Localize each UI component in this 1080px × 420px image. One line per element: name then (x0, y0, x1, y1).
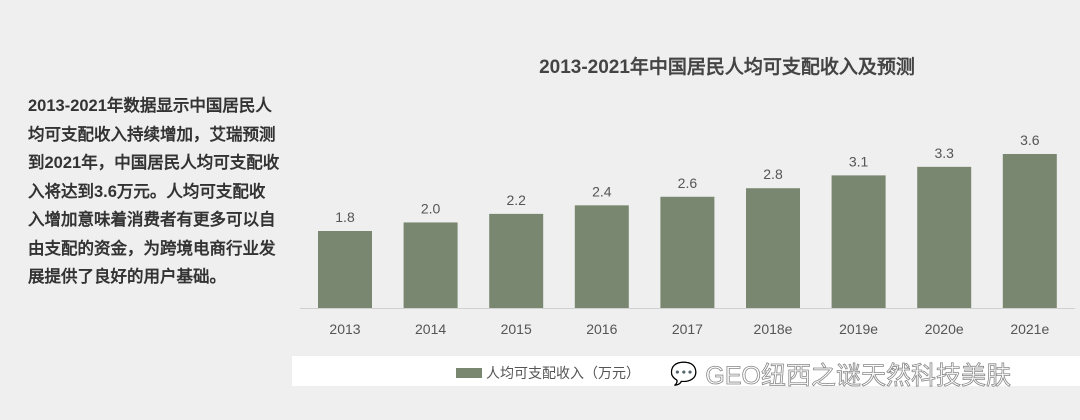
bar-2021e (1002, 154, 1057, 308)
x-tick-label: 2020e (925, 321, 964, 337)
bar-2015 (489, 213, 544, 308)
x-tick-label: 2019e (839, 321, 878, 337)
data-label: 3.6 (1020, 132, 1040, 148)
x-tick-label: 2016 (586, 321, 617, 337)
chart-title: 2013-2021年中国居民人均可支配收入及预测 (539, 57, 915, 78)
x-tick-label: 2018e (754, 321, 793, 337)
x-tick-label: 2017 (672, 321, 703, 337)
bar-2016 (574, 205, 629, 308)
bar-2013 (318, 231, 372, 308)
x-tick-label: 2021e (1010, 321, 1049, 337)
bar-2020e (917, 166, 972, 308)
x-tick-label: 2015 (501, 321, 532, 337)
watermark: 💬 GEO纽西之谜天然科技美肤 (670, 356, 1012, 392)
data-label: 2.8 (763, 166, 783, 182)
x-tick-label: 2014 (415, 321, 446, 337)
data-label: 3.3 (934, 145, 954, 161)
data-label: 2.4 (592, 183, 612, 199)
watermark-text: GEO纽西之谜天然科技美肤 (705, 362, 1011, 391)
description-text: 2013-2021年数据显示中国居民人均可支配收入持续增加，艾瑞预测到2021年… (28, 97, 280, 286)
bar-2018e (746, 188, 800, 308)
data-label: 1.8 (335, 209, 355, 225)
data-label: 2.0 (421, 200, 441, 216)
bar-2014 (403, 222, 458, 308)
bar-2017 (660, 196, 715, 308)
data-label: 3.1 (849, 153, 869, 169)
legend-swatch (456, 368, 482, 378)
legend-label: 人均可支配收入（万元） (486, 365, 640, 381)
data-label: 2.2 (506, 192, 526, 208)
bar-2019e (831, 175, 886, 308)
x-tick-label: 2013 (329, 321, 360, 337)
legend: 人均可支配收入（万元） 💬 GEO纽西之谜天然科技美肤 (292, 356, 1080, 390)
data-label: 2.6 (678, 175, 698, 191)
wechat-icon: 💬 (670, 361, 698, 387)
